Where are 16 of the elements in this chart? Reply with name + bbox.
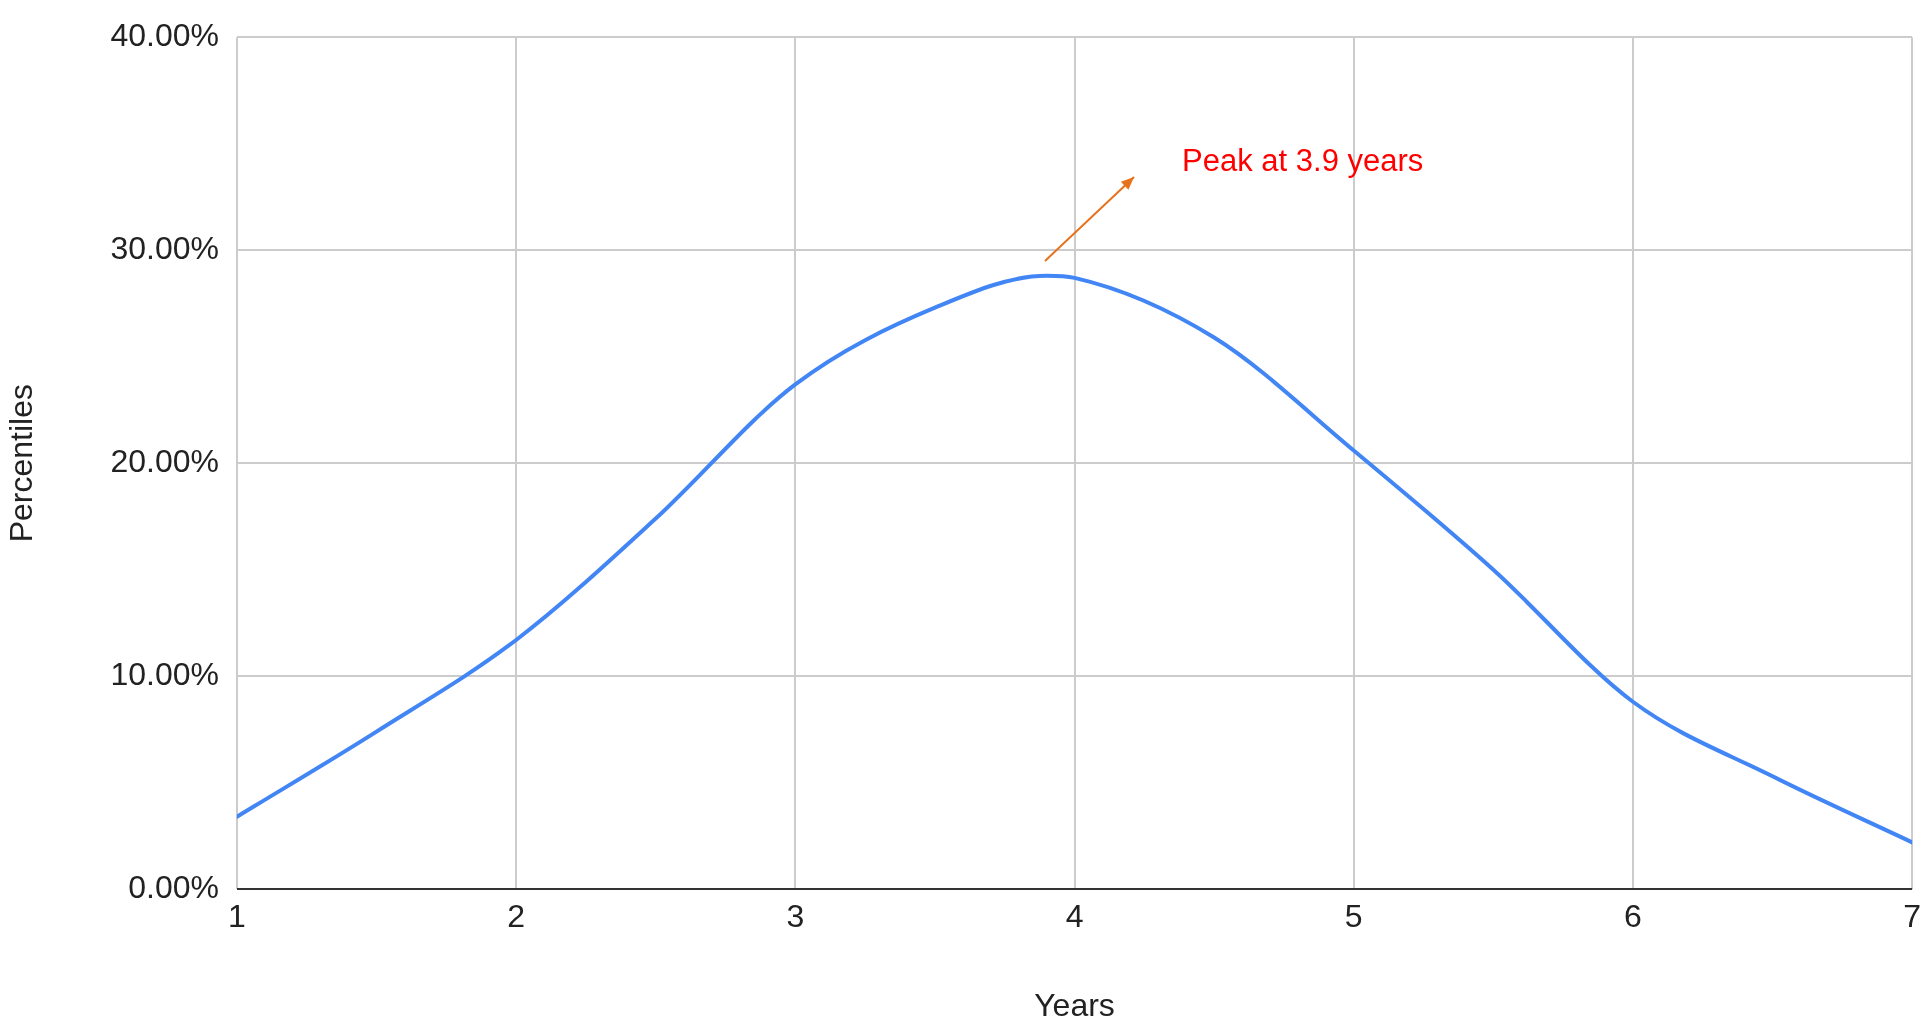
y-tick-label: 30.00% [110,230,219,267]
x-tick-label: 6 [1624,898,1642,935]
y-tick-label: 40.00% [110,17,219,54]
x-tick-label: 1 [228,898,246,935]
x-tick-label: 5 [1344,898,1363,935]
x-tick-label: 2 [507,898,526,935]
x-axis-title: Years [1034,986,1115,1023]
annotation: Peak at 3.9 years [1182,143,1424,179]
x-tick-label: 3 [786,898,805,935]
x-tick-label: 4 [1065,898,1084,935]
y-tick-label: 0.00% [128,869,219,906]
line-series [236,273,1913,845]
y-tick-label: 10.00% [110,656,219,693]
x-tick-label: 7 [1903,898,1921,935]
y-axis-title: Percentiles [3,384,40,543]
y-tick-label: 20.00% [110,443,219,480]
